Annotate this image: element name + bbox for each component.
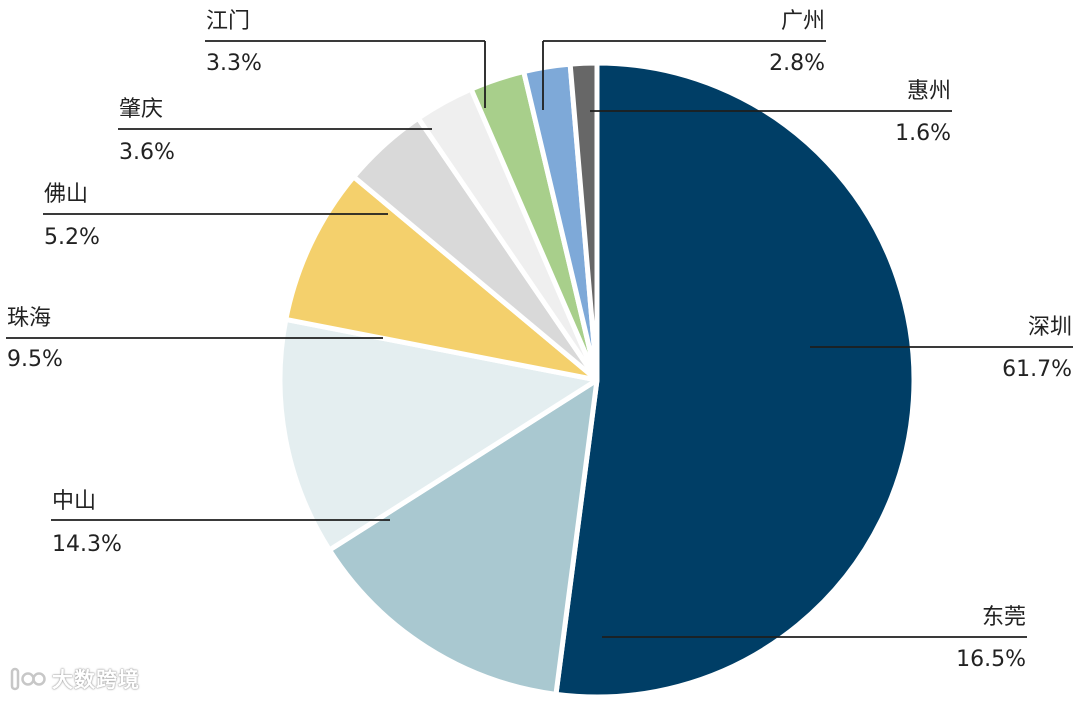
watermark: 大数跨境 (8, 664, 140, 694)
slice-label-name-1: 东莞 (982, 605, 1026, 630)
slice-label-name-3: 珠海 (7, 306, 51, 331)
pie-slice-2 (277, 316, 600, 553)
slice-label-value-4: 5.2% (44, 225, 100, 250)
slice-label-value-5: 3.6% (119, 140, 175, 165)
slice-label-name-0: 深圳 (1028, 315, 1072, 340)
watermark-logo-icon (10, 667, 46, 691)
pie-slices (277, 60, 917, 700)
slice-label-name-6: 江门 (206, 9, 250, 34)
pie-slice-3 (283, 174, 600, 383)
slice-label-value-7: 2.8% (769, 51, 825, 76)
watermark-text: 大数跨境 (52, 668, 140, 692)
slice-label-value-2: 14.3% (52, 532, 122, 557)
slice-label-value-3: 9.5% (7, 347, 63, 372)
slice-label-name-2: 中山 (52, 489, 96, 514)
slice-label-name-8: 惠州 (907, 79, 951, 104)
slice-label-value-8: 1.6% (895, 121, 951, 146)
leader-lines (6, 40, 1073, 638)
slice-label-value-1: 16.5% (956, 647, 1026, 672)
pie-slice-1 (326, 377, 600, 697)
slice-label-name-7: 广州 (781, 9, 825, 34)
pie-slice-0 (553, 60, 917, 700)
pie-slice-8 (567, 60, 600, 383)
slice-label-name-5: 肇庆 (119, 97, 163, 122)
slice-labels: 深圳 61.7% 东莞 16.5% 中山 14.3% 珠海 9.5% 佛山 5.2% 肇庆 3.6% 江… (7, 9, 1072, 672)
slice-label-name-4: 佛山 (44, 182, 88, 207)
slice-label-value-0: 61.7% (1002, 357, 1072, 382)
slice-label-value-6: 3.3% (206, 51, 262, 76)
